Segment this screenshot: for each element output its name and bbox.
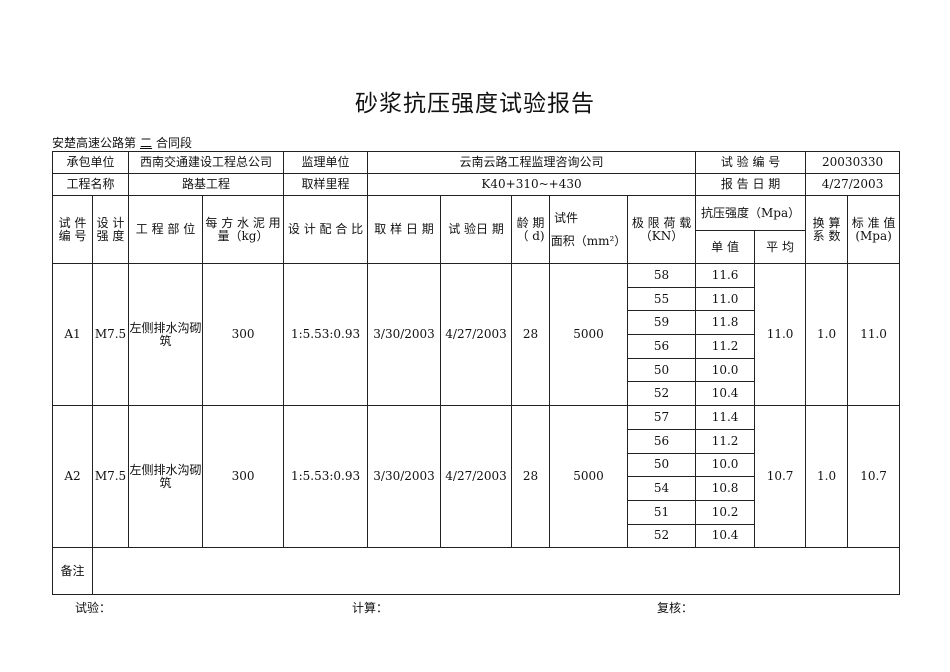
test-date: 4/27/2003 [440, 405, 513, 549]
test-no-label: 试 验 编 号 [695, 151, 807, 174]
header-single: 单 值 [695, 230, 756, 264]
header-cement: 每 方 水 泥 用 量（kg） [202, 195, 285, 264]
load-value: 57 [627, 405, 697, 430]
load-value: 55 [627, 286, 697, 312]
test-no: 20030330 [805, 151, 901, 174]
design-grade: M7.5 [91, 262, 130, 407]
header-sample-date: 取 样 日 期 [367, 195, 442, 264]
table-row: A2 M7.5 左侧排水沟砌筑 300 1:5.53:0.93 3/30/2003 4/27… [52, 405, 901, 549]
single-strength: 10.2 [695, 499, 756, 525]
header-avg: 平 均 [754, 230, 807, 264]
project: 路基工程 [128, 173, 285, 196]
cement: 300 [202, 405, 285, 549]
table-row: 51 10.2 [53, 499, 900, 525]
single-strength: 10.0 [695, 357, 756, 383]
header-area-top: 试件 [554, 210, 579, 225]
page-title: 砂浆抗压强度试验报告 [355, 91, 595, 117]
remarks-field[interactable] [91, 547, 901, 596]
header-design-strength: 设 计 强 度 [91, 195, 130, 264]
table-row: 56 11.2 [53, 334, 900, 359]
sample-date: 3/30/2003 [367, 262, 442, 407]
age: 28 [511, 262, 551, 407]
section-suffix: 合同段 [156, 136, 193, 150]
remarks-label: 备注 [52, 547, 93, 596]
avg-strength: 11.0 [754, 262, 807, 407]
report-table: 承包单位 西南交通建设工程总公司 监理单位 云南云路工程监理咨询公司 试 验 编… [51, 151, 901, 596]
single-strength: 11.0 [695, 286, 756, 312]
header-std: 标 准 值 (Mpa) [847, 195, 901, 264]
footer-calc: 计算： [352, 601, 389, 615]
contractor: 西南交通建设工程总公司 [128, 151, 285, 174]
load-value: 58 [627, 263, 697, 288]
table-row: A1 M7.5 左侧排水沟砌筑 300 1:5.53:0.93 3/30/2003 4/27… [52, 262, 901, 407]
conversion-factor: 1.0 [805, 262, 849, 407]
header-load: 极 限 荷 载（KN） [627, 195, 697, 264]
table-row: 55 11.0 [53, 286, 900, 312]
avg-strength: 10.7 [754, 405, 807, 549]
header-specimen-no: 试 件 编 号 [52, 195, 93, 264]
mileage: K40+310~+430 [367, 173, 697, 196]
report-date-label: 报 告 日 期 [695, 173, 807, 196]
specimen-id: A1 [52, 262, 93, 407]
load-value: 52 [627, 381, 697, 407]
load-value: 56 [627, 428, 697, 454]
sample-date: 3/30/2003 [367, 405, 442, 549]
standard-value: 11.0 [847, 262, 901, 407]
load-value: 54 [627, 476, 697, 501]
header-area: 试件面积（mm²） [549, 195, 629, 264]
load-value: 51 [627, 499, 697, 525]
conversion-factor: 1.0 [805, 405, 849, 549]
single-strength: 11.8 [695, 310, 756, 336]
single-strength: 11.4 [695, 405, 756, 430]
load-value: 52 [627, 523, 697, 549]
supervisor-label: 监理单位 [283, 151, 369, 174]
project-label: 工程名称 [51, 173, 130, 196]
load-value: 50 [627, 357, 697, 383]
standard-value: 10.7 [847, 405, 901, 549]
header-factor: 换 算 系 数 [805, 195, 849, 264]
location: 左侧排水沟砌筑 [128, 262, 204, 407]
mileage-label: 取样里程 [283, 173, 369, 196]
single-strength: 10.8 [695, 476, 756, 501]
header-strength: 抗压强度（Mpa） [695, 195, 807, 231]
table-row: 50 10.0 [53, 357, 900, 383]
section-prefix: 安楚高速公路第 [52, 136, 137, 150]
age: 28 [511, 405, 551, 549]
section-value: 二 [140, 136, 153, 150]
report-date: 4/27/2003 [805, 173, 901, 196]
load-value: 50 [627, 452, 697, 478]
header-area-label: 面积（mm²） [550, 233, 627, 248]
single-strength: 10.4 [695, 381, 756, 407]
mix-ratio: 1:5.53:0.93 [283, 405, 369, 549]
cement: 300 [202, 262, 285, 407]
load-value: 59 [627, 310, 697, 336]
area: 5000 [549, 262, 629, 407]
contractor-label: 承包单位 [51, 151, 130, 174]
header-mix: 设 计 配 合 比 [283, 195, 369, 264]
header-location: 工 程 部 位 [128, 195, 204, 264]
header-test-date: 试 验日 期 [440, 195, 513, 264]
table-row: 50 10.0 [53, 452, 900, 478]
table-row: 59 11.8 [53, 310, 900, 336]
location: 左侧排水沟砌筑 [128, 405, 204, 549]
single-strength: 11.2 [695, 334, 756, 359]
table-row: 52 10.4 [53, 381, 900, 407]
area: 5000 [549, 405, 629, 549]
design-grade: M7.5 [91, 405, 130, 549]
table-row: 54 10.8 [53, 476, 900, 501]
mix-ratio: 1:5.53:0.93 [283, 262, 369, 407]
single-strength: 10.4 [695, 523, 756, 549]
single-strength: 11.6 [695, 263, 756, 288]
test-date: 4/27/2003 [440, 262, 513, 407]
table-row: 56 11.2 [53, 428, 900, 454]
supervisor: 云南云路工程监理咨询公司 [367, 151, 697, 174]
header-age: 龄 期（ d) [511, 195, 551, 264]
footer-tester: 试验： [75, 601, 112, 615]
specimen-id: A2 [52, 405, 93, 549]
section-line: 安楚高速公路第二合同段 [52, 134, 192, 151]
single-strength: 10.0 [695, 452, 756, 478]
single-strength: 11.2 [695, 428, 756, 454]
footer-review: 复核： [657, 601, 694, 615]
load-value: 56 [627, 334, 697, 359]
